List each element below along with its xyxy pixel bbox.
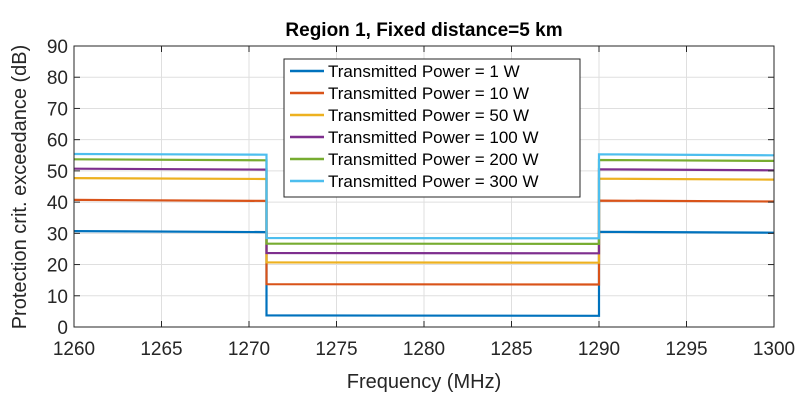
- x-tick-labels: 1260 1265 1270 1275 1280 1285 1290 1295 1300: [53, 339, 795, 360]
- series-line-6: [73, 152, 775, 240]
- x-tick-label: 1290: [578, 339, 620, 360]
- legend-box: [283, 58, 581, 198]
- y-tick-label: 90: [47, 37, 68, 58]
- series-line-3: [73, 177, 775, 264]
- legend-entry-label: Transmitted Power = 100 W: [328, 128, 539, 147]
- y-tick-label: 20: [47, 256, 68, 277]
- chart-title: Region 1, Fixed distance=5 km: [285, 20, 562, 41]
- y-tick-label: 80: [47, 68, 68, 89]
- y-axis-label: Protection crit. exceedance (dB): [9, 45, 31, 330]
- x-tick-label: 1265: [140, 339, 182, 360]
- legend-entry-label: Transmitted Power = 1 W: [328, 62, 520, 81]
- y-tick-label: 60: [47, 131, 68, 152]
- series-line-5: [73, 158, 775, 246]
- axes: [73, 45, 775, 328]
- y-tick-label: 40: [47, 193, 68, 214]
- x-tick-label: 1275: [315, 339, 357, 360]
- legend-entry-label: Transmitted Power = 200 W: [328, 150, 539, 169]
- y-tick-label: 30: [47, 224, 68, 245]
- x-tick-label: 1300: [753, 339, 795, 360]
- x-tick-label: 1285: [490, 339, 532, 360]
- y-tick-labels: 0 10 20 30 40 50 60 70 80 90: [47, 37, 68, 339]
- y-tick-label: 70: [47, 99, 68, 120]
- x-tick-label: 1270: [228, 339, 270, 360]
- series-line-4: [73, 167, 775, 255]
- series-line-2: [73, 198, 775, 286]
- x-axis-label: Frequency (MHz): [347, 371, 501, 393]
- legend-entry-label: Transmitted Power = 10 W: [328, 84, 529, 103]
- y-tick-label: 50: [47, 162, 68, 183]
- series-line-1: [73, 230, 775, 317]
- y-tick-label: 10: [47, 287, 68, 308]
- y-tick-label: 0: [57, 318, 68, 339]
- x-tick-label: 1280: [403, 339, 445, 360]
- legend: Transmitted Power = 1 W Transmitted Power…: [283, 58, 581, 198]
- legend-entry-label: Transmitted Power = 300 W: [328, 172, 539, 191]
- series-lines: [73, 152, 775, 317]
- x-tick-label: 1260: [53, 339, 95, 360]
- legend-entry-label: Transmitted Power = 50 W: [328, 106, 529, 125]
- x-tick-label: 1295: [665, 339, 707, 360]
